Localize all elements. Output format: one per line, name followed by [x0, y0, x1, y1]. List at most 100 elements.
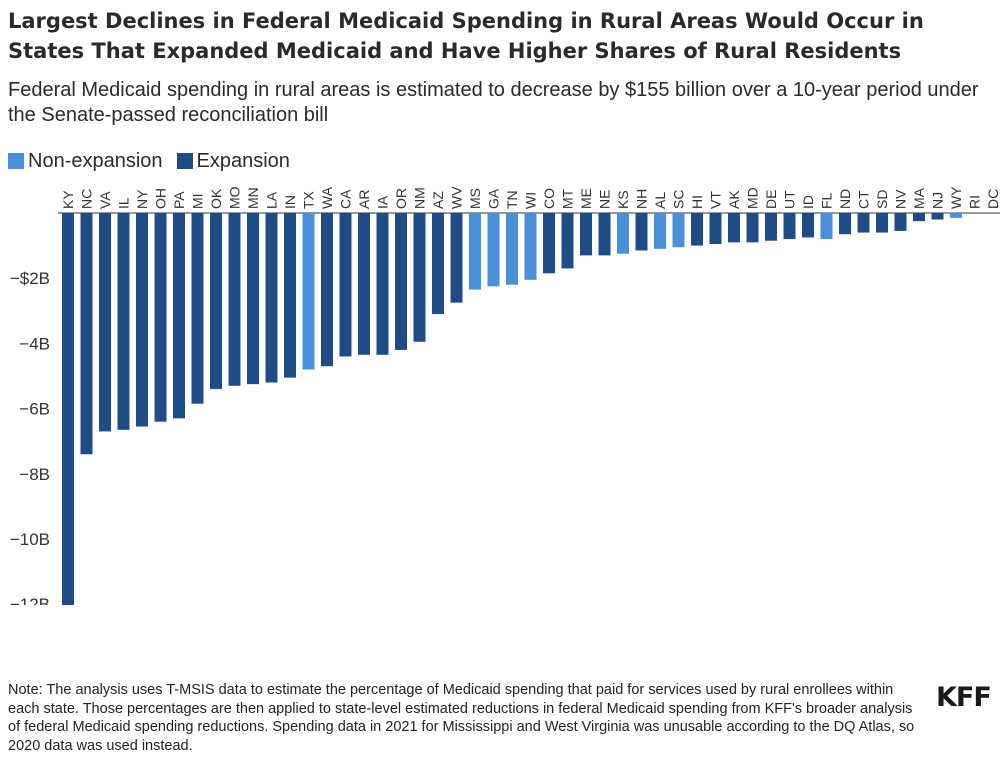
bar-az — [432, 213, 444, 315]
x-tick-label-wy: WY — [948, 186, 964, 209]
bar-md — [746, 213, 759, 243]
x-tick-label-sc: SC — [671, 190, 687, 209]
bar-de — [765, 213, 777, 241]
x-tick-label-ar: AR — [356, 190, 372, 209]
legend: Non-expansion Expansion — [8, 149, 304, 173]
bar-ca — [339, 213, 352, 357]
x-tick-label-nj: NJ — [930, 192, 946, 209]
x-tick-label-md: MD — [745, 187, 761, 209]
bar-ia — [376, 213, 389, 355]
bar-nj — [931, 213, 944, 220]
x-tick-label-pa: PA — [171, 191, 187, 209]
x-tick-label-dc: DC — [985, 189, 1000, 209]
bar-nv — [894, 213, 907, 231]
x-tick-label-in: IN — [282, 195, 298, 209]
y-tick-label: −4B — [19, 334, 50, 353]
x-tick-label-ga: GA — [486, 188, 502, 209]
bar-ok — [210, 213, 222, 390]
bar-wv — [450, 213, 463, 303]
x-tick-label-nm: NM — [412, 187, 428, 209]
bar-wi — [524, 213, 537, 280]
bar-ny — [136, 213, 148, 427]
bar-nm — [413, 213, 426, 342]
x-tick-label-ms: MS — [467, 188, 483, 209]
legend-label-expansion: Expansion — [196, 149, 290, 172]
bar-ak — [728, 213, 740, 243]
bar-ct — [857, 213, 870, 233]
x-tick-label-or: OR — [393, 188, 409, 209]
legend-item-expansion: Expansion — [176, 149, 290, 173]
bar-co — [543, 213, 555, 274]
x-tick-label-ne: NE — [597, 190, 613, 209]
x-tick-label-il: IL — [116, 197, 132, 209]
x-tick-label-vt: VT — [708, 191, 724, 209]
bar-ms — [469, 213, 481, 290]
legend-item-non-expansion: Non-expansion — [8, 150, 163, 173]
x-tick-label-nc: NC — [79, 189, 95, 209]
x-tick-label-ca: CA — [338, 189, 354, 209]
bar-mn — [247, 213, 259, 385]
x-tick-label-de: DE — [763, 190, 779, 209]
x-tick-label-ct: CT — [856, 190, 872, 209]
x-tick-label-mo: MO — [227, 186, 243, 209]
x-tick-label-ok: OK — [208, 188, 224, 209]
x-tick-label-la: LA — [264, 191, 280, 209]
x-tick-label-ia: IA — [375, 195, 391, 209]
x-tick-label-id: ID — [800, 195, 816, 209]
x-tick-label-ak: AK — [726, 190, 742, 209]
x-tick-label-al: AL — [652, 192, 668, 209]
bar-mo — [228, 213, 241, 386]
x-tick-label-hi: HI — [689, 195, 705, 209]
x-tick-label-sd: SD — [874, 190, 890, 209]
bar-ky — [62, 213, 74, 605]
x-tick-label-fl: FL — [819, 192, 835, 209]
bar-ar — [358, 213, 370, 355]
bar-nh — [635, 213, 648, 251]
chart-title: Largest Declines in Federal Medicaid Spe… — [8, 9, 924, 63]
x-tick-label-mn: MN — [245, 187, 261, 209]
legend-label-non-expansion: Non-expansion — [28, 149, 163, 172]
x-tick-label-wi: WI — [523, 192, 539, 209]
bar-tn — [506, 213, 518, 285]
bar-ma — [913, 213, 925, 222]
x-tick-label-ny: NY — [134, 189, 150, 209]
bar-vt — [709, 213, 722, 244]
x-tick-label-oh: OH — [153, 188, 169, 209]
bar-in — [284, 213, 296, 378]
bar-sc — [672, 213, 685, 248]
bar-va — [99, 213, 111, 432]
x-tick-label-ut: UT — [782, 190, 798, 209]
chart-subtitle: Federal Medicaid spending in rural areas… — [8, 79, 979, 126]
x-tick-label-tn: TN — [504, 190, 520, 209]
bar-fl — [820, 213, 833, 240]
bar-pa — [173, 213, 185, 419]
bar-tx — [302, 213, 315, 370]
x-tick-label-nv: NV — [893, 189, 909, 209]
bar-me — [580, 213, 592, 256]
x-tick-label-ma: MA — [911, 187, 927, 209]
x-tick-label-az: AZ — [430, 191, 446, 209]
footnote: Note: The analysis uses T-MSIS data to e… — [8, 682, 915, 754]
x-tick-label-mt: MT — [560, 188, 576, 209]
bar-ut — [783, 213, 796, 240]
bar-hi — [691, 213, 703, 246]
bar-mt — [561, 213, 574, 269]
bar-ks — [617, 213, 629, 254]
bar-la — [265, 213, 278, 383]
bar-id — [802, 213, 814, 238]
legend-swatch-expansion — [176, 153, 193, 169]
bar-or — [395, 213, 407, 350]
x-tick-label-co: CO — [541, 188, 557, 209]
bar-il — [117, 213, 130, 430]
x-tick-label-me: ME — [578, 188, 594, 209]
bar-al — [654, 213, 666, 249]
bar-ne — [598, 213, 611, 256]
x-tick-label-va: VA — [97, 191, 113, 209]
bar-mi — [191, 213, 204, 404]
x-tick-label-tx: TX — [301, 190, 317, 209]
bar-nc — [80, 213, 93, 455]
bar-wy — [950, 213, 962, 218]
x-tick-label-ky: KY — [60, 190, 76, 209]
y-tick-label: −6B — [19, 400, 50, 419]
